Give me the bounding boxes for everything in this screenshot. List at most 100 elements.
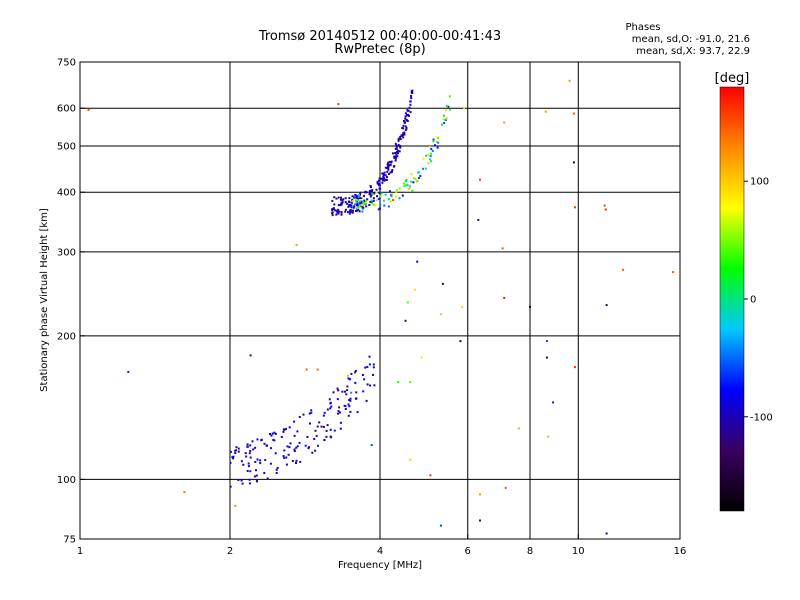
echo-point bbox=[341, 390, 344, 393]
echo-point bbox=[369, 189, 372, 192]
echo-point bbox=[409, 111, 412, 114]
echo-point bbox=[347, 211, 349, 214]
echo-point bbox=[348, 399, 351, 401]
echo-point bbox=[354, 194, 357, 196]
echo-point bbox=[386, 163, 389, 166]
echo-point bbox=[383, 177, 386, 180]
echo-point bbox=[323, 411, 326, 414]
echo-point bbox=[403, 121, 406, 124]
echo-point bbox=[395, 195, 398, 198]
echo-point bbox=[364, 190, 367, 193]
echo-point bbox=[340, 211, 343, 213]
echo-point bbox=[424, 167, 427, 170]
echo-point bbox=[391, 169, 394, 171]
echo-point bbox=[350, 372, 353, 375]
echo-point bbox=[407, 109, 410, 112]
echo-point bbox=[229, 450, 232, 453]
scatter-point bbox=[517, 427, 520, 430]
echo-point bbox=[394, 152, 397, 154]
scatter-point bbox=[459, 340, 462, 343]
echo-point bbox=[418, 177, 420, 179]
echo-point bbox=[296, 445, 299, 448]
echo-point bbox=[395, 153, 398, 156]
echo-point bbox=[418, 171, 421, 174]
echo-point bbox=[237, 447, 240, 450]
echo-point bbox=[383, 204, 386, 207]
echo-point bbox=[354, 381, 357, 384]
echo-point bbox=[282, 455, 285, 458]
echo-point bbox=[340, 202, 343, 205]
echo-point bbox=[331, 211, 334, 214]
colorbar-tick-label: -100 bbox=[750, 412, 773, 423]
echo-point bbox=[369, 195, 372, 198]
echo-point bbox=[335, 197, 338, 200]
echo-point bbox=[240, 460, 243, 463]
echo-point bbox=[355, 210, 357, 212]
echo-point bbox=[340, 213, 343, 216]
echo-point bbox=[409, 184, 411, 187]
echo-point bbox=[348, 378, 351, 380]
echo-point bbox=[408, 185, 411, 188]
echo-point bbox=[256, 458, 259, 461]
echo-point bbox=[427, 154, 430, 157]
scatter-point bbox=[477, 218, 480, 221]
echo-point bbox=[379, 187, 382, 190]
echo-point bbox=[371, 189, 374, 192]
echo-point bbox=[347, 403, 350, 406]
echo-point bbox=[306, 436, 309, 438]
echo-point bbox=[357, 208, 360, 211]
echo-point bbox=[254, 461, 257, 463]
echo-point bbox=[263, 472, 266, 474]
echo-point bbox=[377, 179, 380, 182]
echo-point bbox=[403, 120, 405, 122]
echo-point bbox=[402, 136, 405, 139]
echo-point bbox=[315, 434, 318, 437]
echo-point bbox=[369, 200, 372, 203]
echo-point bbox=[388, 160, 391, 163]
echo-point bbox=[358, 203, 361, 206]
echo-point bbox=[349, 399, 352, 402]
echo-point bbox=[379, 203, 382, 206]
scatter-point bbox=[605, 304, 608, 307]
echo-point bbox=[266, 477, 269, 480]
scatter-point bbox=[529, 305, 531, 308]
echo-point bbox=[276, 466, 279, 469]
echo-point bbox=[395, 151, 398, 154]
echo-point bbox=[380, 192, 383, 195]
y-tick-label: 200 bbox=[57, 331, 76, 342]
echo-point bbox=[371, 193, 374, 195]
echo-point bbox=[387, 198, 390, 201]
echo-point bbox=[373, 384, 376, 387]
scatter-point bbox=[672, 271, 675, 274]
echo-point bbox=[422, 157, 425, 160]
echo-point bbox=[333, 203, 336, 206]
echo-point bbox=[380, 195, 382, 198]
echo-point bbox=[378, 177, 381, 180]
echo-point bbox=[356, 204, 359, 207]
echo-point bbox=[338, 406, 341, 409]
echo-point bbox=[253, 475, 256, 478]
echo-point bbox=[374, 204, 377, 207]
scatter-point bbox=[605, 532, 608, 535]
echo-point bbox=[234, 452, 237, 454]
chart-subtitle: RwPretec (8p) bbox=[334, 42, 425, 57]
echo-point bbox=[241, 482, 244, 485]
echo-point bbox=[383, 173, 385, 176]
echo-point bbox=[365, 205, 368, 208]
echo-point bbox=[404, 184, 407, 187]
echo-point bbox=[434, 144, 436, 147]
echo-point bbox=[368, 204, 371, 206]
echo-point bbox=[356, 202, 359, 205]
echo-point bbox=[355, 397, 358, 400]
echo-point bbox=[356, 411, 359, 414]
echo-point bbox=[381, 177, 384, 180]
scatter-point bbox=[545, 356, 548, 359]
echo-point bbox=[368, 363, 371, 366]
echo-point bbox=[354, 198, 357, 201]
echo-point bbox=[269, 462, 272, 465]
echo-point bbox=[386, 167, 388, 169]
echo-point bbox=[403, 131, 406, 134]
echo-point bbox=[322, 425, 325, 428]
echo-point bbox=[252, 448, 255, 451]
echo-point bbox=[348, 197, 351, 200]
